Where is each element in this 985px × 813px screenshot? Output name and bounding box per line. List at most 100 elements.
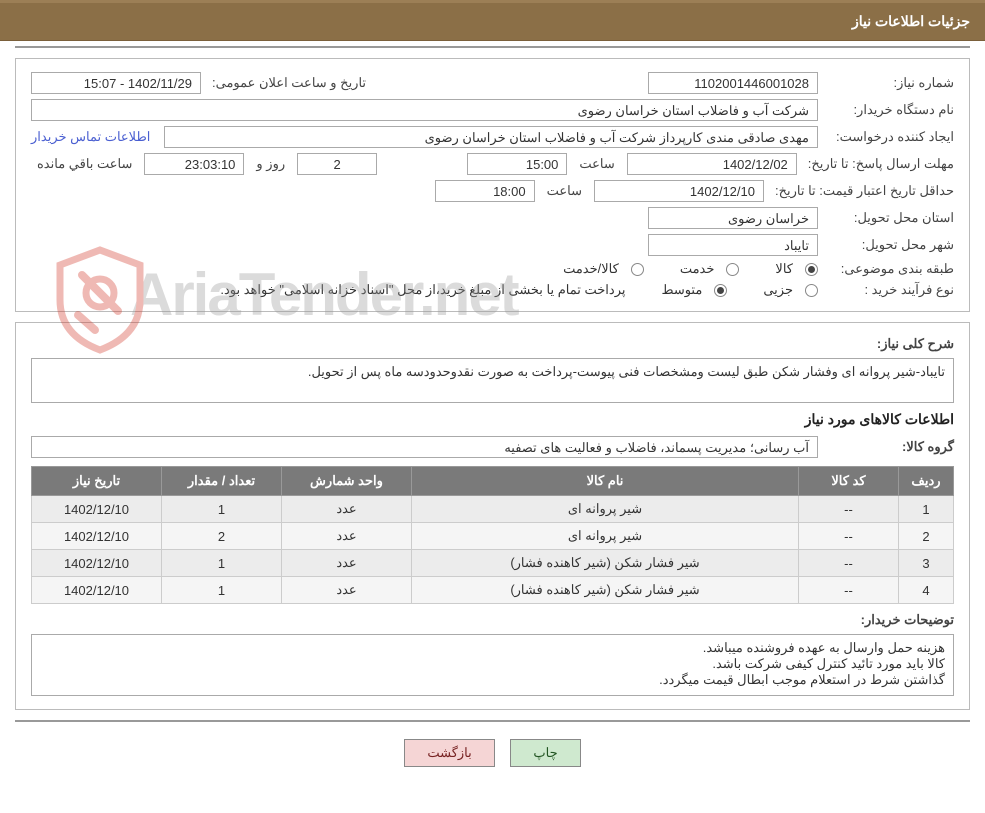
buyer-notes-label: توضیحات خریدار: [824,612,954,628]
col-date: تاریخ نیاز [32,467,162,496]
reply-time-value: 15:00 [467,153,567,175]
buyer-label: نام دستگاه خریدار: [824,102,954,118]
separator [15,46,970,48]
table-row: 2--شیر پروانه ایعدد21402/12/10 [32,523,954,550]
reply-deadline-label: مهلت ارسال پاسخ: تا تاریخ: [803,156,954,172]
purchase-note: پرداخت تمام یا بخشی از مبلغ خرید،از محل … [220,282,625,298]
buyer-value: شرکت آب و فاضلاب استان خراسان رضوی [31,99,818,121]
table-cell: -- [799,523,899,550]
row-reply-deadline: مهلت ارسال پاسخ: تا تاریخ: 1402/12/02 سا… [31,153,954,175]
page-header: جزئیات اطلاعات نیاز [0,0,985,41]
reply-date-value: 1402/12/02 [627,153,797,175]
table-cell: عدد [282,523,412,550]
table-cell: عدد [282,496,412,523]
price-time-value: 18:00 [435,180,535,202]
price-date-value: 1402/12/10 [594,180,764,202]
time-label-1: ساعت [579,156,614,172]
table-cell: 1402/12/10 [32,496,162,523]
table-cell: 1 [162,496,282,523]
radio-medium-label: متوسط [661,282,702,298]
table-header-row: ردیف کد کالا نام کالا واحد شمارش تعداد /… [32,467,954,496]
table-cell: -- [799,496,899,523]
radio-goods-label: کالا [775,261,793,277]
desc-label: شرح کلی نیاز: [824,336,954,352]
row-province: استان محل تحویل: خراسان رضوی [31,207,954,229]
announce-value: 1402/11/29 - 15:07 [31,72,201,94]
row-need-no: شماره نیاز: 1102001446001028 تاریخ و ساع… [31,72,954,94]
purchase-type-radio-group: جزیی متوسط پرداخت تمام یا بخشی از مبلغ خ… [220,282,818,298]
col-unit: واحد شمارش [282,467,412,496]
requester-label: ایجاد کننده درخواست: [824,129,954,145]
col-row: ردیف [899,467,954,496]
table-cell: 1402/12/10 [32,577,162,604]
table-cell: 3 [899,550,954,577]
button-row: چاپ بازگشت [0,727,985,779]
row-price-valid: حداقل تاریخ اعتبار قیمت: تا تاریخ: 1402/… [31,180,954,202]
row-city: شهر محل تحویل: تایباد [31,234,954,256]
goods-info-title: اطلاعات کالاهای مورد نیاز [31,411,954,428]
city-value: تایباد [648,234,818,256]
back-button[interactable]: بازگشت [404,739,494,767]
buyer-notes-textarea[interactable] [31,634,954,696]
goods-table: ردیف کد کالا نام کالا واحد شمارش تعداد /… [31,466,954,604]
table-cell: 2 [899,523,954,550]
row-buyer-notes: توضیحات خریدار: [31,612,954,696]
goods-panel: شرح کلی نیاز: اطلاعات کالاهای مورد نیاز … [15,322,970,710]
col-name: نام کالا [412,467,799,496]
page-title: جزئیات اطلاعات نیاز [852,13,970,29]
table-cell: شیر پروانه ای [412,523,799,550]
radio-both-label: کالا/خدمت [563,261,619,277]
need-no-label: شماره نیاز: [824,75,954,91]
radio-medium[interactable] [714,284,727,297]
remain-days-value: 2 [297,153,377,175]
category-radio-group: کالا خدمت کالا/خدمت [563,261,818,277]
radio-minor-label: جزیی [763,282,793,298]
col-qty: تعداد / مقدار [162,467,282,496]
group-label: گروه کالا: [824,439,954,455]
row-buyer: نام دستگاه خریدار: شرکت آب و فاضلاب استا… [31,99,954,121]
remain-time-value: 23:03:10 [144,153,244,175]
radio-goods[interactable] [805,263,818,276]
days-and-label: روز و [256,156,285,172]
table-cell: 1402/12/10 [32,550,162,577]
row-group: گروه کالا: آب رسانی؛ مدیریت پسماند، فاضل… [31,436,954,458]
contact-link[interactable]: اطلاعات تماس خریدار [31,129,150,145]
table-cell: عدد [282,577,412,604]
purchase-type-label: نوع فرآیند خرید : [824,282,954,298]
table-cell: شیر فشار شکن (شیر کاهنده فشار) [412,577,799,604]
need-info-panel: شماره نیاز: 1102001446001028 تاریخ و ساع… [15,58,970,312]
table-cell: 1 [162,550,282,577]
requester-value: مهدی صادقی مندی کارپرداز شرکت آب و فاضلا… [164,126,818,148]
table-row: 1--شیر پروانه ایعدد11402/12/10 [32,496,954,523]
province-value: خراسان رضوی [648,207,818,229]
row-purchase-type: نوع فرآیند خرید : جزیی متوسط پرداخت تمام… [31,282,954,298]
time-label-2: ساعت [547,183,582,199]
table-cell: عدد [282,550,412,577]
row-requester: ایجاد کننده درخواست: مهدی صادقی مندی کار… [31,126,954,148]
table-cell: -- [799,577,899,604]
table-cell: 1402/12/10 [32,523,162,550]
table-row: 4--شیر فشار شکن (شیر کاهنده فشار)عدد1140… [32,577,954,604]
table-cell: 4 [899,577,954,604]
col-code: کد کالا [799,467,899,496]
remain-suffix-label: ساعت باقي مانده [37,156,132,172]
radio-minor[interactable] [805,284,818,297]
table-row: 3--شیر فشار شکن (شیر کاهنده فشار)عدد1140… [32,550,954,577]
need-no-value: 1102001446001028 [648,72,818,94]
price-valid-label: حداقل تاریخ اعتبار قیمت: تا تاریخ: [770,183,954,199]
group-value: آب رسانی؛ مدیریت پسماند، فاضلاب و فعالیت… [31,436,818,458]
radio-service-label: خدمت [680,261,715,277]
row-desc: شرح کلی نیاز: [31,336,954,403]
separator-bottom [15,720,970,722]
desc-textarea[interactable] [31,358,954,403]
table-cell: شیر پروانه ای [412,496,799,523]
radio-service[interactable] [726,263,739,276]
category-label: طبقه بندی موضوعی: [824,261,954,277]
table-cell: -- [799,550,899,577]
radio-both[interactable] [631,263,644,276]
announce-label: تاریخ و ساعت اعلان عمومی: [207,75,366,91]
table-cell: 1 [899,496,954,523]
city-label: شهر محل تحویل: [824,237,954,253]
province-label: استان محل تحویل: [824,210,954,226]
print-button[interactable]: چاپ [510,739,580,767]
